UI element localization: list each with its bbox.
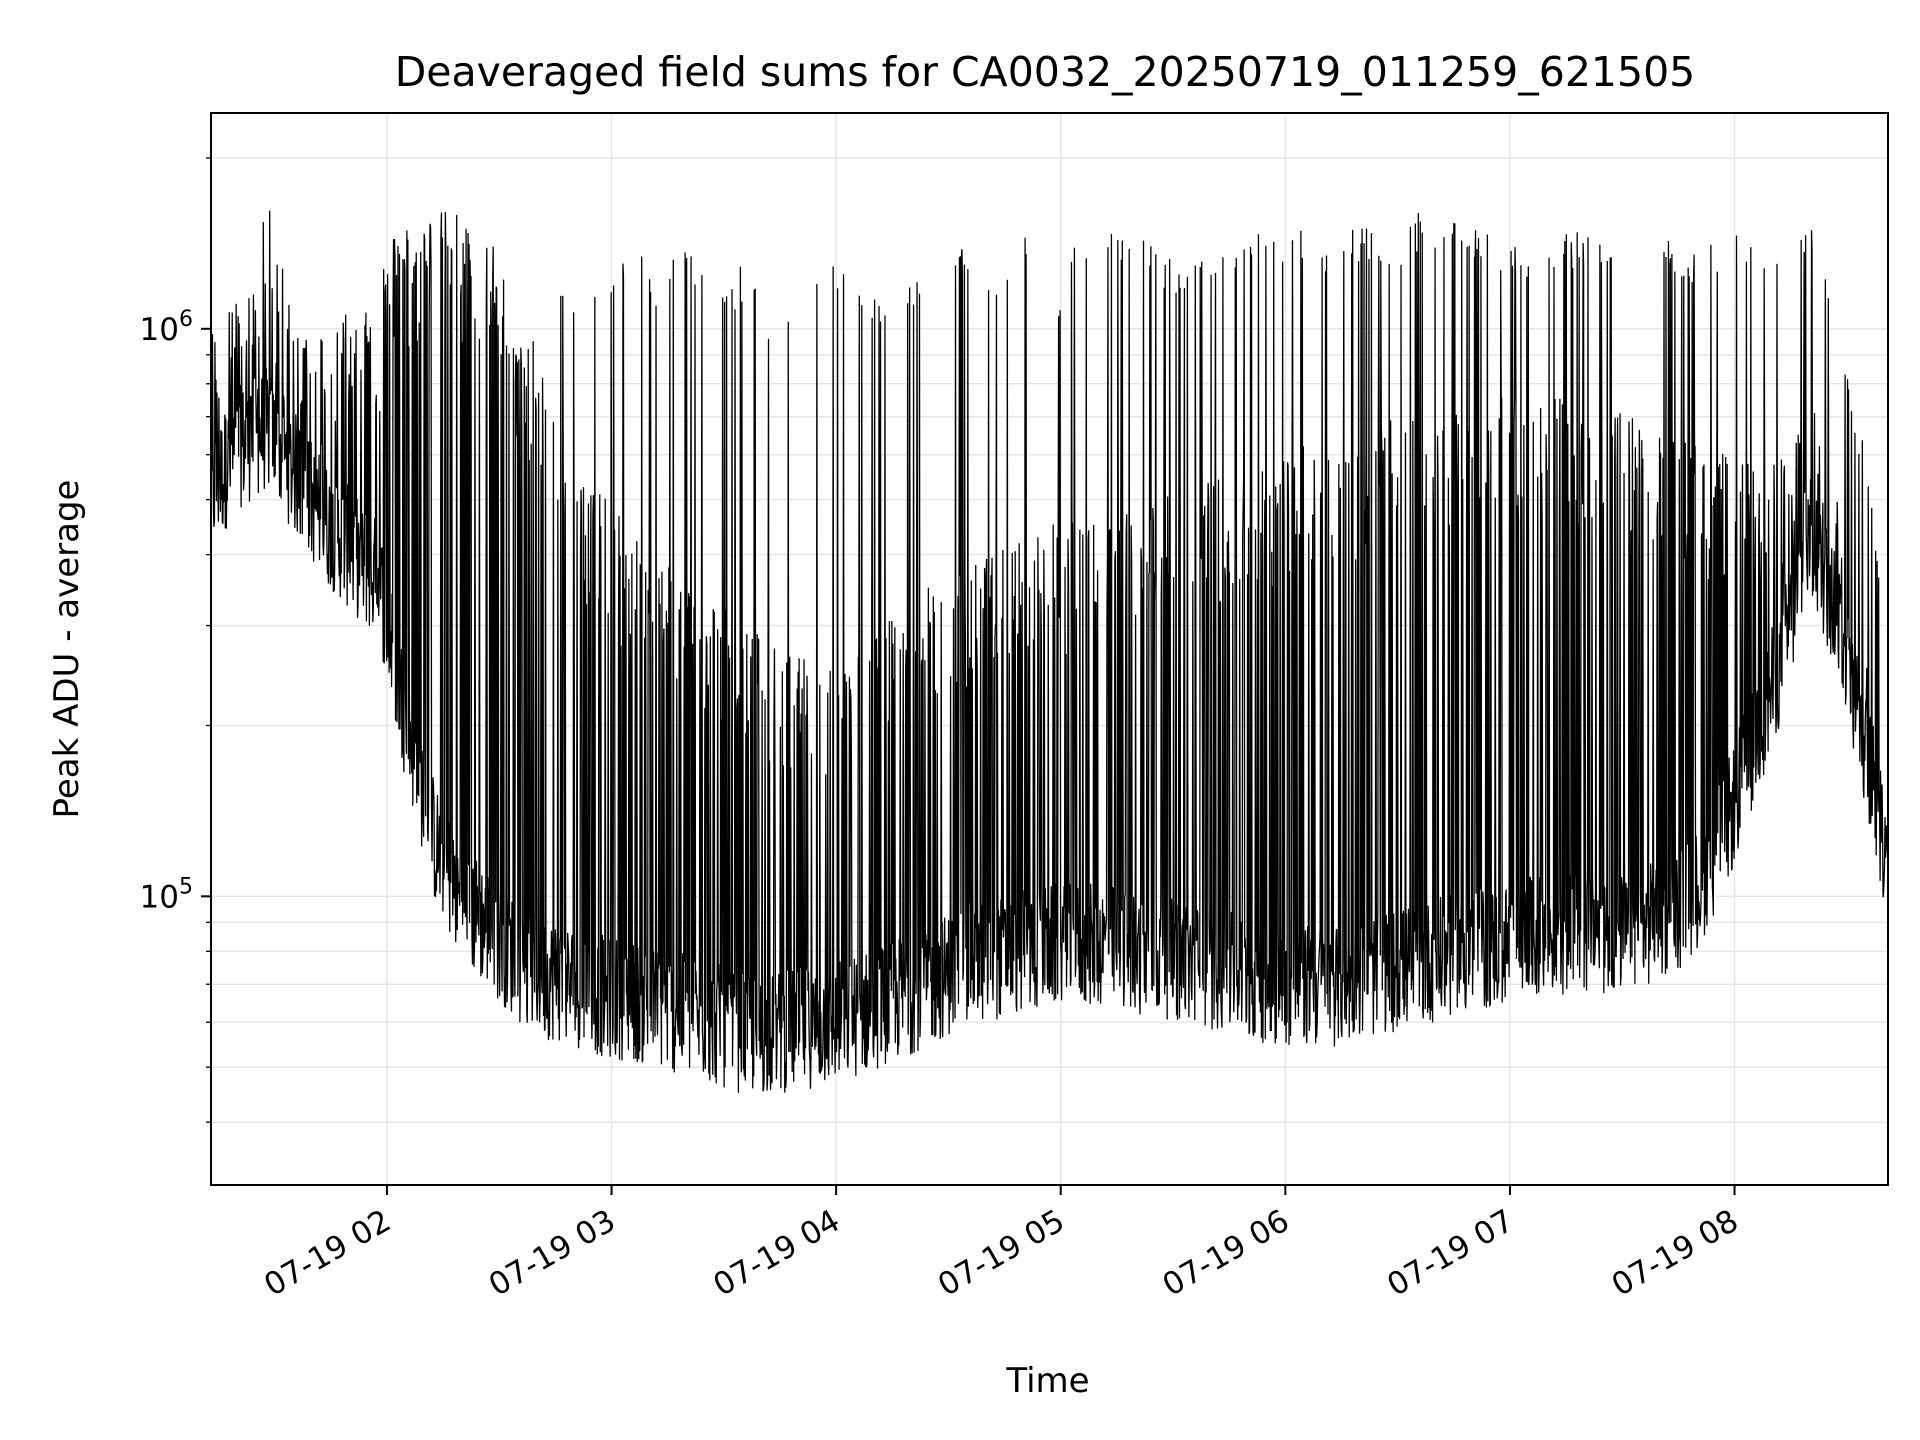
chart-title: Deaveraged field sums for CA0032_2025071… [395,48,1696,96]
y-axis-title: Peak ADU - average [47,480,87,819]
y-tick-exponent: 6 [179,307,193,332]
series-line [210,210,1889,1093]
y-tick-label: 105 [140,874,193,915]
series-group [210,210,1889,1093]
y-tick-base: 10 [140,879,179,915]
y-tick-label: 106 [140,307,193,348]
x-axis-title: Time [1005,1361,1089,1401]
y-tick-exponent: 5 [179,874,193,899]
plot-frame [210,112,1889,1186]
plot-area [210,112,1889,1186]
y-tick-base: 10 [140,312,179,348]
